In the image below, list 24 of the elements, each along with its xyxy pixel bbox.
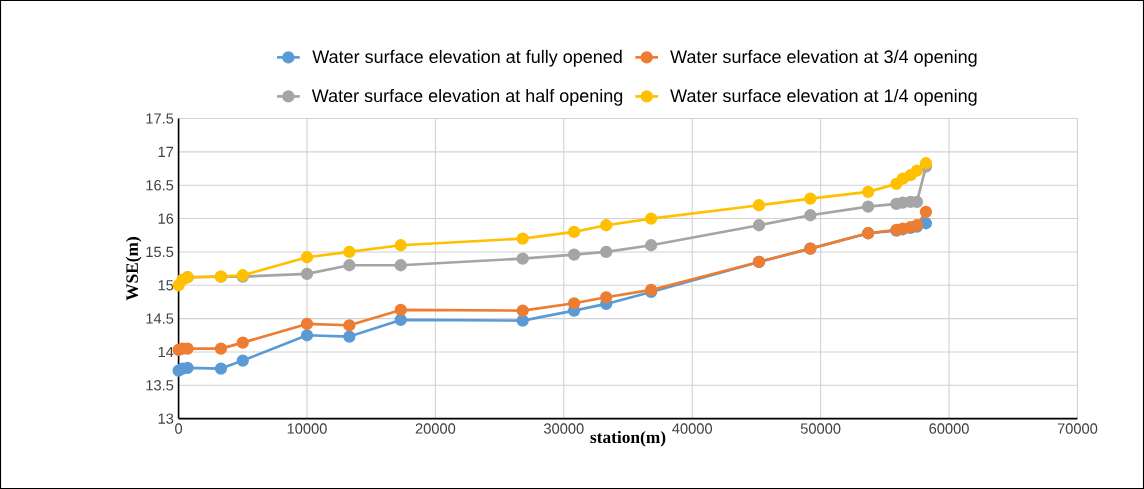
y-tick-label: 17: [158, 146, 174, 157]
x-tick-label: 40000: [672, 423, 713, 434]
x-tick-label: 20000: [415, 423, 456, 434]
y-tick-label: 17.5: [146, 113, 174, 124]
x-tick-label: 0: [175, 423, 183, 434]
y-axis-title: WSE(m): [125, 237, 142, 301]
y-tick-label: 16: [158, 213, 174, 224]
y-tick-label: 14: [158, 346, 174, 357]
legend-label: Water surface elevation at fully opened: [312, 49, 622, 67]
y-tick-label: 15: [158, 280, 174, 291]
y-tick-label: 14.5: [146, 313, 174, 324]
x-axis-title: station(m): [590, 430, 666, 447]
legend-label: Water surface elevation at 1/4 opening: [670, 88, 977, 106]
x-tick-label: 60000: [929, 423, 969, 434]
y-tick-label: 16.5: [146, 179, 174, 191]
y-tick-label: 13.5: [146, 380, 174, 391]
legend-label: Water surface elevation at 3/4 opening: [670, 49, 977, 67]
x-tick-label: 10000: [287, 423, 327, 434]
y-tick-label: 15.5: [146, 246, 174, 257]
y-tick-label: 13: [158, 413, 174, 424]
x-tick-label: 70000: [1057, 423, 1098, 434]
legend-label: Water surface elevation at half opening: [311, 88, 623, 106]
x-tick-label: 30000: [543, 423, 584, 434]
x-tick-label: 50000: [800, 423, 841, 434]
